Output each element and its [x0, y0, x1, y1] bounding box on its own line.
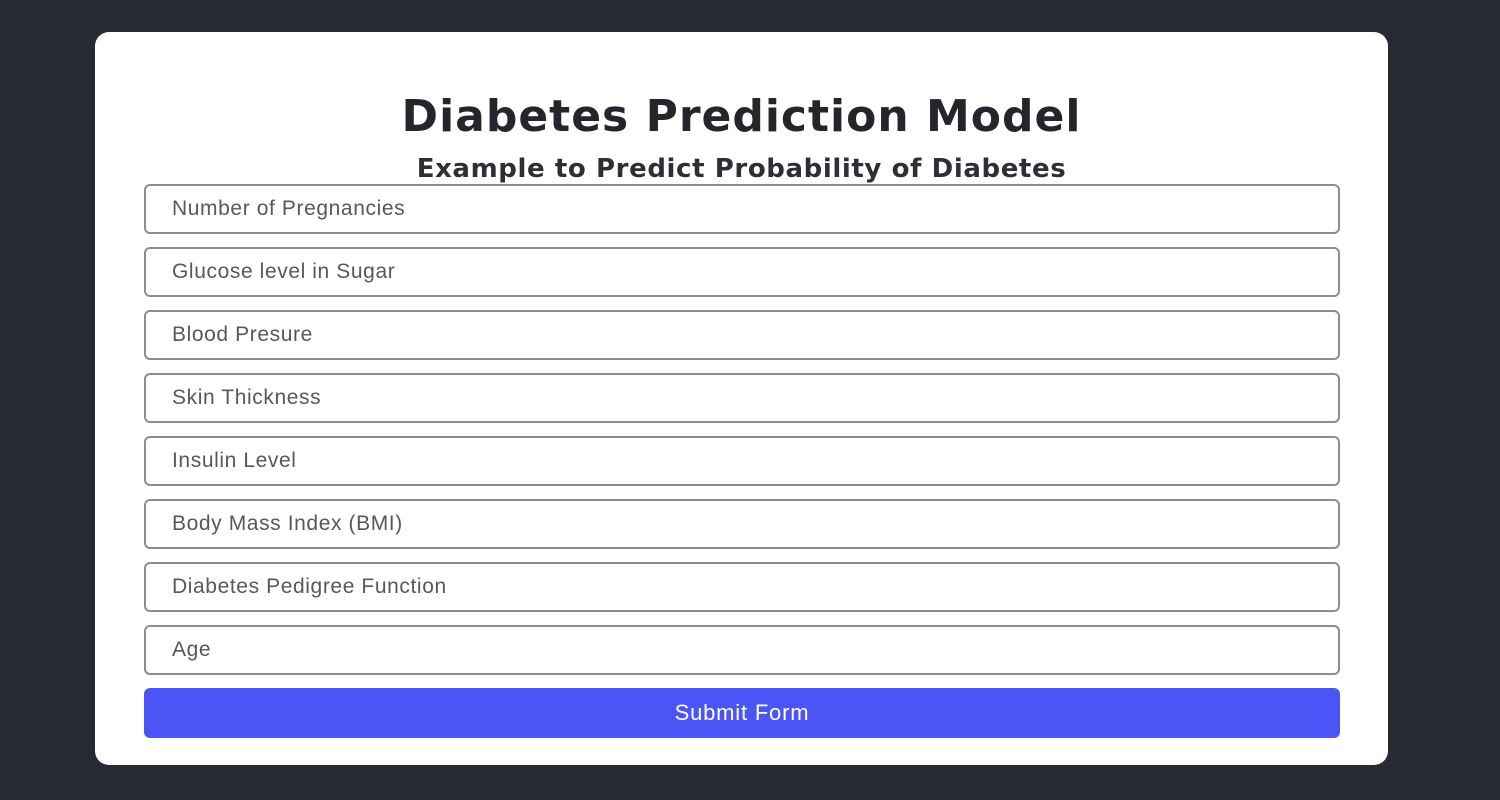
prediction-form: Submit Form: [144, 184, 1340, 738]
age-input[interactable]: [144, 625, 1340, 675]
submit-form-button[interactable]: Submit Form: [144, 688, 1340, 738]
insulin-input[interactable]: [144, 436, 1340, 486]
page-title: Diabetes Prediction Model: [401, 91, 1082, 142]
blood-pressure-input[interactable]: [144, 310, 1340, 360]
bmi-input[interactable]: [144, 499, 1340, 549]
page-subtitle: Example to Predict Probability of Diabet…: [416, 154, 1067, 184]
glucose-input[interactable]: [144, 247, 1340, 297]
pregnancies-input[interactable]: [144, 184, 1340, 234]
skin-thickness-input[interactable]: [144, 373, 1340, 423]
pedigree-function-input[interactable]: [144, 562, 1340, 612]
